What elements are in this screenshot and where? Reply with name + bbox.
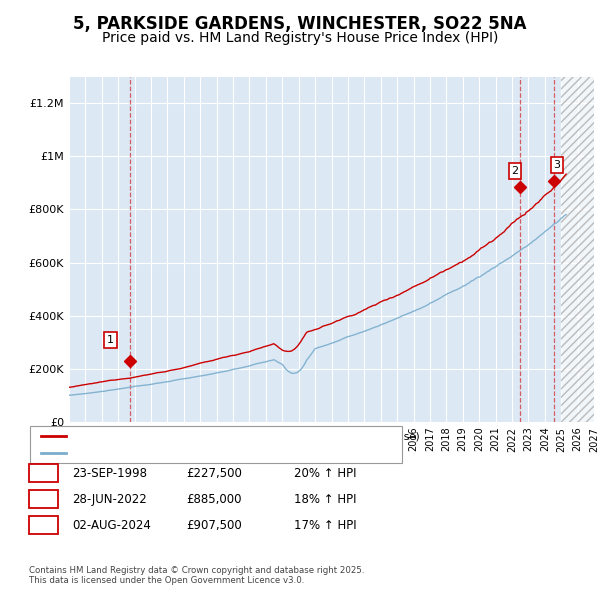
Bar <box>561 77 594 422</box>
Text: 1: 1 <box>107 335 114 345</box>
Text: 1: 1 <box>40 467 47 480</box>
Text: 02-AUG-2024: 02-AUG-2024 <box>72 519 151 532</box>
Text: Price paid vs. HM Land Registry's House Price Index (HPI): Price paid vs. HM Land Registry's House … <box>102 31 498 45</box>
Text: £885,000: £885,000 <box>186 493 241 506</box>
Text: 18% ↑ HPI: 18% ↑ HPI <box>294 493 356 506</box>
Text: 5, PARKSIDE GARDENS, WINCHESTER, SO22 5NA (detached house): 5, PARKSIDE GARDENS, WINCHESTER, SO22 5N… <box>71 431 419 441</box>
Text: 28-JUN-2022: 28-JUN-2022 <box>72 493 147 506</box>
Text: 3: 3 <box>40 519 47 532</box>
Text: £227,500: £227,500 <box>186 467 242 480</box>
Text: 3: 3 <box>553 160 560 170</box>
Bar <box>561 77 594 422</box>
Text: 5, PARKSIDE GARDENS, WINCHESTER, SO22 5NA: 5, PARKSIDE GARDENS, WINCHESTER, SO22 5N… <box>73 15 527 33</box>
Text: Contains HM Land Registry data © Crown copyright and database right 2025.
This d: Contains HM Land Registry data © Crown c… <box>29 566 364 585</box>
Text: HPI: Average price, detached house, Winchester: HPI: Average price, detached house, Winc… <box>71 448 322 458</box>
Text: 2: 2 <box>40 493 47 506</box>
Text: 23-SEP-1998: 23-SEP-1998 <box>72 467 147 480</box>
Text: 20% ↑ HPI: 20% ↑ HPI <box>294 467 356 480</box>
Text: 17% ↑ HPI: 17% ↑ HPI <box>294 519 356 532</box>
Text: 2: 2 <box>512 166 518 176</box>
Text: £907,500: £907,500 <box>186 519 242 532</box>
